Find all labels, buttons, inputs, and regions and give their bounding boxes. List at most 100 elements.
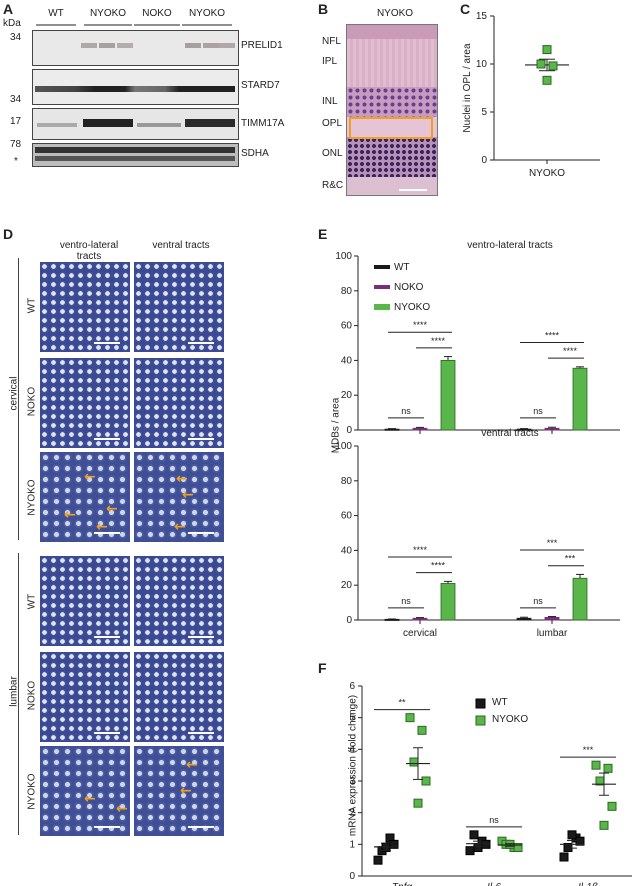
- e-xtick-label: cervical: [403, 628, 437, 639]
- c-point: [548, 61, 558, 71]
- e-bottom-sig-label: ns: [401, 596, 411, 606]
- f-legend-marker-wt: [475, 698, 486, 709]
- e-bottom-ytick-label: 40: [341, 545, 353, 556]
- panel-label-b: B: [318, 1, 329, 17]
- e-legend-wt: WT: [394, 262, 410, 273]
- scale-bar: [94, 342, 120, 344]
- layer-onl: ONL: [322, 148, 343, 159]
- micrograph-tile: [134, 262, 224, 352]
- group-label-noko: NOKO: [142, 8, 172, 19]
- f-ytick-label: 1: [349, 839, 355, 850]
- c-point: [542, 45, 552, 55]
- e-top-bar-nyoko: [572, 367, 588, 431]
- e-top-ytick-label: 0: [346, 425, 352, 436]
- f-sig-label: **: [398, 698, 406, 708]
- e-legend-noko: NOKO: [394, 282, 424, 293]
- f-point-nyoko: [417, 725, 427, 735]
- micrograph-tile: ← ←: [134, 746, 224, 836]
- e-legend-swatch-wt: [374, 265, 390, 269]
- e-bottom-sig-label: ***: [565, 554, 576, 564]
- micrograph-tile: [134, 556, 224, 646]
- orange-arrow-icon: ←: [174, 519, 186, 535]
- c-point: [542, 75, 552, 85]
- scale-bar: [94, 636, 120, 638]
- e-top-bar-wt: [384, 428, 400, 431]
- f-ytick-label: 0: [349, 871, 355, 882]
- blot-prelid1: [32, 30, 239, 66]
- f-point-wt: [465, 846, 475, 856]
- f-legend-marker-nyoko: [475, 715, 486, 726]
- row-label-noko-1: NOKO: [26, 386, 38, 417]
- c-point: [536, 59, 546, 69]
- blot-label-timm17a: TIMM17A: [241, 118, 285, 129]
- e-bottom-bar-noko: [412, 617, 428, 621]
- orange-arrow-icon: ←: [176, 471, 188, 487]
- c-ylabel: Nuclei in OPL / area: [462, 43, 473, 133]
- orange-arrow-icon: ←: [182, 487, 194, 503]
- e-top-ytick-label: 40: [341, 355, 353, 366]
- f-legend-wt: WT: [492, 697, 508, 708]
- f-point-wt: [469, 830, 479, 840]
- scale-bar: [94, 438, 120, 440]
- f-xtick-label: Tnfα: [392, 882, 412, 886]
- chart-f: 0 1 2 3 4 5 6 Tnfα ** Il-6 ns Il-1ß ***: [349, 681, 632, 886]
- layer-inl: INL: [322, 96, 338, 107]
- e-top-sig-label: ns: [533, 406, 543, 416]
- e-bottom-ytick-label: 0: [346, 615, 352, 626]
- c-ytick-label: 10: [476, 59, 488, 70]
- e-bottom-ytick-label: 60: [341, 511, 353, 522]
- col-header-ventro-lateral: ventro-lateral tracts: [59, 240, 119, 262]
- e-bottom-ytick-label: 80: [341, 476, 353, 487]
- c-ytick-label: 0: [481, 155, 487, 166]
- row-label-wt-2: WT: [26, 593, 38, 610]
- group-label-nyoko-2: NYOKO: [188, 8, 226, 19]
- marker-34-a: 34: [10, 32, 22, 43]
- micrograph-tile: [40, 652, 130, 742]
- micrograph-tile: [134, 652, 224, 742]
- f-ytick-label: 6: [349, 681, 355, 692]
- e-top-title: ventro-lateral tracts: [467, 240, 553, 251]
- f-legend-nyoko: NYOKO: [492, 714, 529, 725]
- row-label-noko-2: NOKO: [26, 680, 38, 711]
- scale-bar: [188, 826, 214, 828]
- c-ytick-label: 5: [481, 107, 487, 118]
- e-bottom-sig-label: ***: [547, 538, 558, 548]
- marker-34-b: 34: [10, 94, 22, 105]
- group-label-nyoko-1: NYOKO: [89, 8, 127, 19]
- e-xtick-label: lumbar: [537, 628, 568, 639]
- e-top-bar-noko: [544, 427, 560, 431]
- group-label-wt: WT: [48, 8, 64, 19]
- f-ytick-label: 5: [349, 713, 355, 724]
- region-label-lumbar: lumbar: [8, 676, 20, 707]
- layer-rc: R&C: [322, 180, 344, 191]
- chart-e: 020406080100ns********ns********02040608…: [335, 251, 620, 639]
- c-ytick-label: 15: [476, 11, 488, 22]
- e-top-ytick-label: 80: [341, 286, 353, 297]
- orange-arrow-icon: ←: [180, 783, 192, 799]
- e-top-sig-label: ****: [413, 320, 428, 330]
- e-bottom-bar-wt: [516, 617, 532, 621]
- e-legend-swatch-nyoko: [374, 304, 390, 310]
- e-bottom-bar-wt: [384, 618, 400, 621]
- e-bottom-bar-nyoko: [572, 577, 588, 621]
- micrograph-tile: [40, 262, 130, 352]
- e-top-sig-label: ****: [545, 330, 560, 340]
- orange-arrow-icon: ←: [84, 469, 96, 485]
- layer-nfl: NFL: [322, 36, 341, 47]
- micrograph-tile: ← ← ← ←: [40, 452, 130, 542]
- scale-bar: [188, 342, 214, 344]
- panel-label-c: C: [460, 1, 471, 17]
- f-point-nyoko: [409, 757, 419, 767]
- e-top-ytick-label: 20: [341, 390, 353, 401]
- e-bottom-sig-label: ns: [533, 596, 543, 606]
- micrograph-tile: [134, 358, 224, 448]
- col-header-ventral: ventral tracts: [152, 240, 210, 251]
- e-bottom-sig-label: ****: [413, 545, 428, 555]
- panel-label-d: D: [3, 226, 14, 242]
- scale-bar: [94, 732, 120, 734]
- e-top-ytick-label: 100: [335, 251, 352, 262]
- micrograph-tile: ← ← ←: [134, 452, 224, 542]
- kda-label: kDa: [3, 18, 21, 29]
- e-top-sig-label: ****: [431, 336, 446, 346]
- scale-bar: [188, 532, 214, 534]
